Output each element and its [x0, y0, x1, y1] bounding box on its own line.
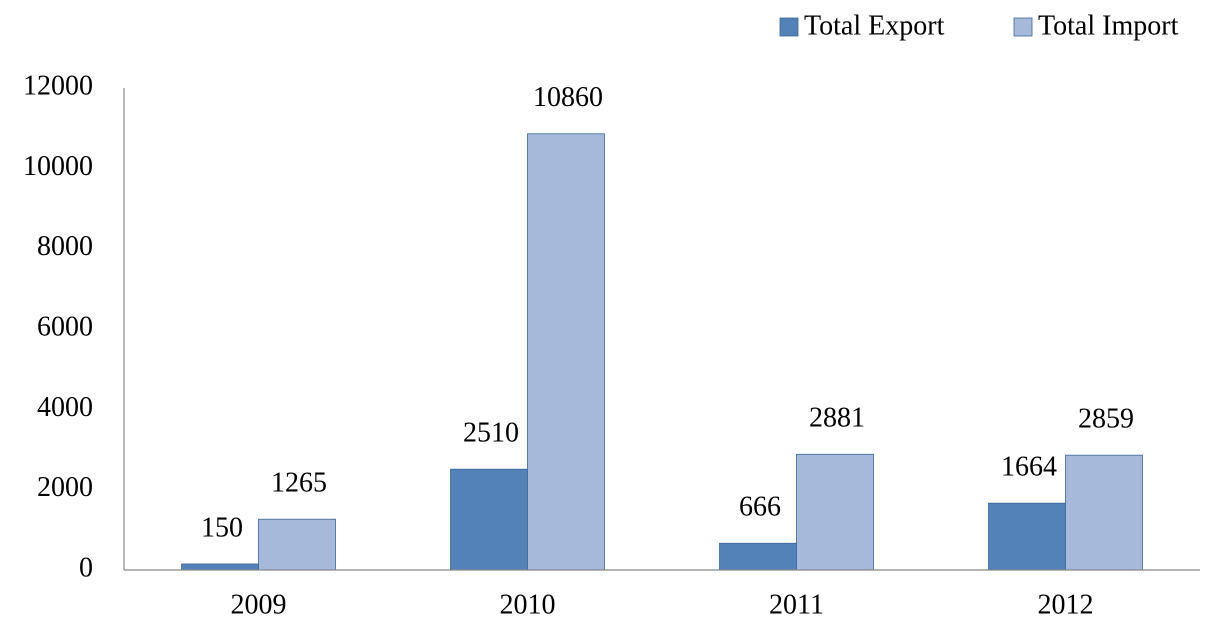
bar	[181, 563, 259, 571]
bar	[527, 133, 605, 571]
y-tick-label: 4000	[37, 392, 93, 423]
y-tick-label: 6000	[37, 311, 93, 342]
data-label: 2510	[463, 418, 519, 449]
y-tick-label: 8000	[37, 231, 93, 262]
data-label: 666	[739, 492, 781, 523]
bar	[450, 468, 528, 571]
y-tick-label: 12000	[23, 70, 93, 101]
y-tick-label: 0	[79, 552, 93, 583]
data-label: 1664	[1001, 452, 1057, 483]
data-label: 1265	[271, 468, 327, 499]
bar	[988, 502, 1066, 571]
x-tick-label: 2012	[1038, 589, 1094, 620]
x-tick-label: 2010	[500, 589, 556, 620]
x-tick-label: 2011	[769, 589, 824, 620]
data-label: 2859	[1078, 404, 1134, 435]
legend-swatch	[1013, 17, 1033, 37]
y-tick-label: 10000	[23, 151, 93, 182]
bar	[258, 518, 336, 571]
bar	[1065, 454, 1143, 571]
legend-label: Total Import	[1038, 10, 1179, 41]
data-label: 2881	[809, 403, 865, 434]
y-tick-label: 2000	[37, 472, 93, 503]
legend-label: Total Export	[804, 10, 945, 41]
bar	[719, 542, 797, 571]
legend-swatch	[779, 17, 799, 37]
data-label: 150	[201, 512, 243, 543]
bar	[796, 453, 874, 571]
x-tick-label: 2009	[231, 589, 287, 620]
data-label: 10860	[533, 82, 603, 113]
